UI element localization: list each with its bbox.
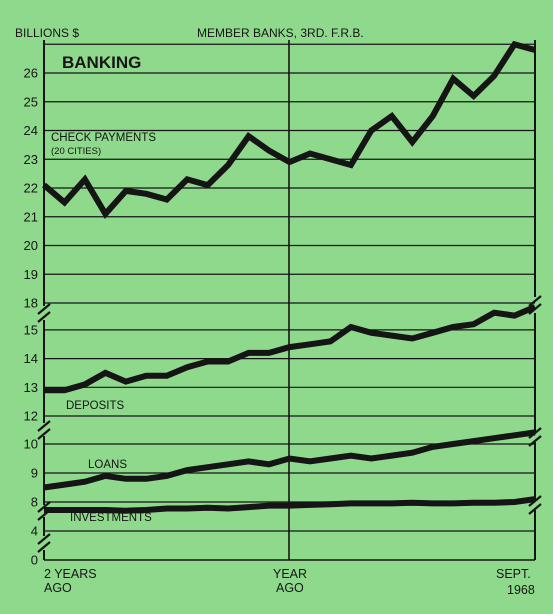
- x-label-left-line2: AGO: [44, 581, 72, 595]
- x-label-center-line2: AGO: [276, 581, 304, 595]
- y-tick-26: 26: [24, 66, 38, 81]
- y-tick-13: 13: [24, 380, 38, 395]
- y-tick-25: 25: [24, 94, 38, 109]
- y-tick-12: 12: [24, 409, 38, 424]
- axis-break-mark-3-0: [37, 533, 51, 545]
- chart-frame: [37, 40, 542, 561]
- y-tick-8: 8: [31, 495, 38, 510]
- y-tick-14: 14: [24, 351, 38, 366]
- header-center-label: MEMBER BANKS, 3RD. F.R.B.: [197, 26, 364, 40]
- y-tick-10: 10: [24, 437, 38, 452]
- y-tick-9: 9: [31, 466, 38, 481]
- axis-break-mark-6-1: [528, 503, 542, 515]
- y-tick-18: 18: [24, 296, 38, 311]
- deposits-line: [44, 304, 537, 394]
- check-payments-line: [42, 40, 536, 219]
- chart-title: BANKING: [62, 53, 141, 72]
- header-left-label: BILLIONS $: [15, 26, 79, 40]
- axis-break-mark-3-1: [37, 541, 51, 553]
- series-label-investments: INVESTMENTS: [70, 512, 152, 524]
- y-tick-labels: 18 19 20 21 22 23 24 25 26 12 13 14 15 0 4 8 9 10: [24, 66, 38, 568]
- y-tick-23: 23: [24, 152, 38, 167]
- investments-line: [44, 496, 536, 514]
- y-tick-4: 4: [31, 524, 38, 539]
- x-label-right-line1: SEPT.: [496, 567, 531, 581]
- x-label-right-line2: 1968: [507, 583, 535, 597]
- axis-break-mark-5-1: [528, 435, 542, 447]
- loans-line: [43, 429, 536, 491]
- series-lines: [42, 40, 537, 514]
- y-tick-21: 21: [24, 209, 38, 224]
- y-tick-22: 22: [24, 181, 38, 196]
- y-tick-20: 20: [24, 238, 38, 253]
- axis-break-mark-0-0: [37, 303, 51, 315]
- y-tick-0: 0: [31, 553, 38, 568]
- axis-break-mark-0-1: [37, 311, 51, 323]
- series-label-check-payments-line2: (20 CITIES): [51, 146, 101, 157]
- axis-break-mark-1-0: [37, 420, 51, 432]
- y-tick-24: 24: [24, 123, 38, 138]
- x-label-center-line1: YEAR: [273, 567, 307, 581]
- x-label-left-line1: 2 YEARS: [44, 567, 97, 581]
- axis-break-mark-4-0: [528, 295, 542, 307]
- y-tick-15: 15: [24, 322, 38, 337]
- series-label-loans: LOANS: [88, 459, 127, 471]
- chart-text: BILLIONS $ MEMBER BANKS, 3RD. F.R.B. BAN…: [15, 26, 535, 597]
- axis-break-mark-1-1: [37, 428, 51, 440]
- series-label-deposits: DEPOSITS: [66, 400, 124, 412]
- series-label-check-payments-line1: CHECK PAYMENTS: [51, 132, 156, 144]
- y-tick-19: 19: [24, 267, 38, 282]
